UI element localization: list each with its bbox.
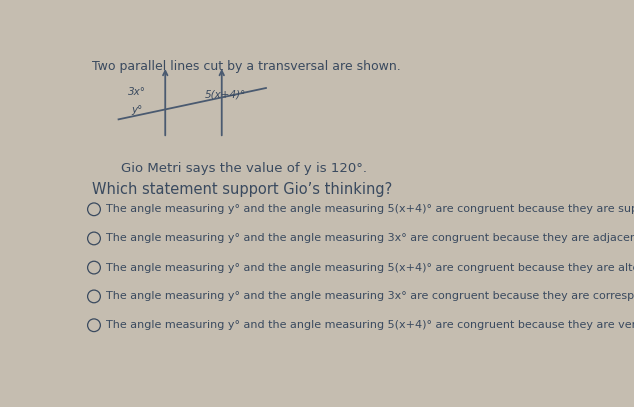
Text: 5(x+4)°: 5(x+4)° bbox=[205, 90, 246, 100]
Text: Two parallel lines cut by a transversal are shown.: Two parallel lines cut by a transversal … bbox=[91, 60, 400, 73]
Text: The angle measuring y° and the angle measuring 5(x+4)° are congruent because the: The angle measuring y° and the angle mea… bbox=[107, 320, 634, 330]
Text: The angle measuring y° and the angle measuring 3x° are congruent because they ar: The angle measuring y° and the angle mea… bbox=[107, 234, 634, 243]
Text: The angle measuring y° and the angle measuring 5(x+4)° are congruent because the: The angle measuring y° and the angle mea… bbox=[107, 263, 634, 273]
Text: y°: y° bbox=[131, 105, 142, 115]
Text: Which statement support Gio’s thinking?: Which statement support Gio’s thinking? bbox=[91, 182, 392, 197]
Text: Gio Metri says the value of y is 120°.: Gio Metri says the value of y is 120°. bbox=[121, 162, 367, 175]
Text: The angle measuring y° and the angle measuring 3x° are congruent because they ar: The angle measuring y° and the angle mea… bbox=[107, 291, 634, 302]
Text: 3x°: 3x° bbox=[127, 87, 146, 97]
Text: The angle measuring y° and the angle measuring 5(x+4)° are congruent because the: The angle measuring y° and the angle mea… bbox=[107, 204, 634, 214]
